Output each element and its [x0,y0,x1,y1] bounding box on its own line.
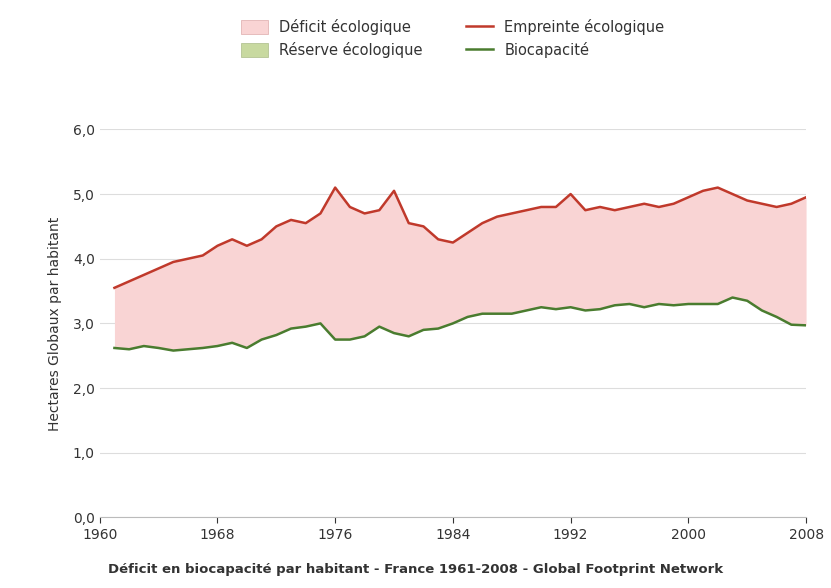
Y-axis label: Hectares Globaux par habitant: Hectares Globaux par habitant [47,216,61,430]
Legend: Déficit écologique, Réserve écologique, Empreinte écologique, Biocapacité: Déficit écologique, Réserve écologique, … [235,13,671,64]
Text: Déficit en biocapacité par habitant - France 1961-2008 - Global Footprint Networ: Déficit en biocapacité par habitant - Fr… [108,563,723,576]
